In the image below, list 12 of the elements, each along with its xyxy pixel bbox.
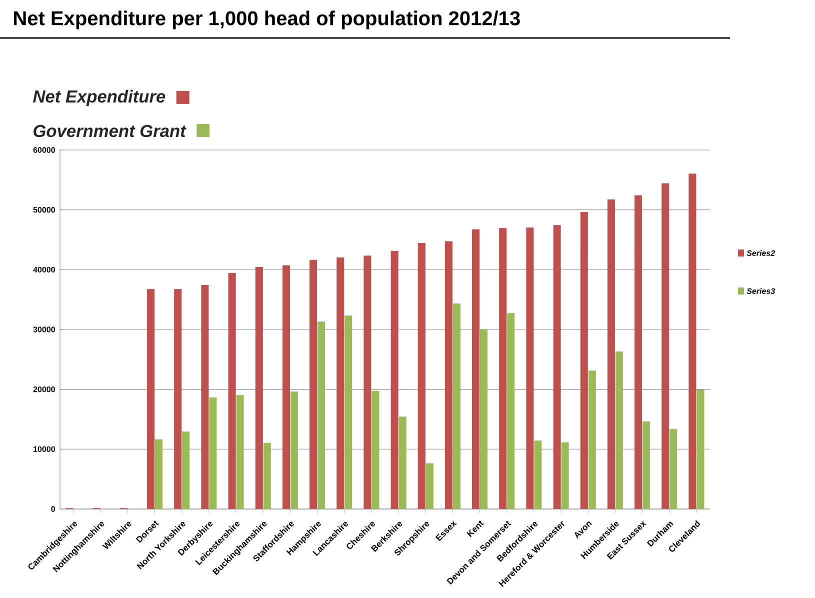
legend-label: Series3 (746, 288, 775, 294)
y-tick-label: 50000 (33, 206, 55, 213)
y-tick-label: 40000 (33, 266, 55, 272)
y-tick-label: 60000 (33, 147, 55, 153)
text: Government Grant (34, 124, 186, 138)
y-tick-label: 10000 (34, 446, 55, 452)
y-tick-label: 20000 (33, 386, 55, 392)
chart-title: Net Expenditure per 1,000 head of population 2012/13 (14, 10, 520, 30)
text: Net Expenditure (33, 90, 166, 106)
y-tick-label: 0 (51, 506, 55, 512)
y-tick-label: 30000 (33, 326, 55, 332)
legend-label: Series2 (746, 250, 775, 256)
